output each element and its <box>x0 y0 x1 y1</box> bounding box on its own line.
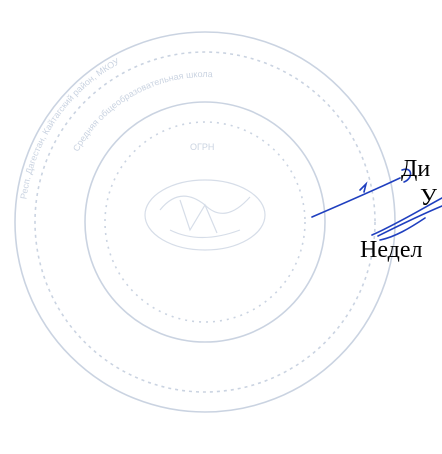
seal-center-text: ОГРН <box>190 142 214 152</box>
document-text-line-2: У <box>420 185 437 211</box>
document-text-line-3: Недел <box>360 237 423 263</box>
document-text-line-1: Ди <box>401 156 431 182</box>
